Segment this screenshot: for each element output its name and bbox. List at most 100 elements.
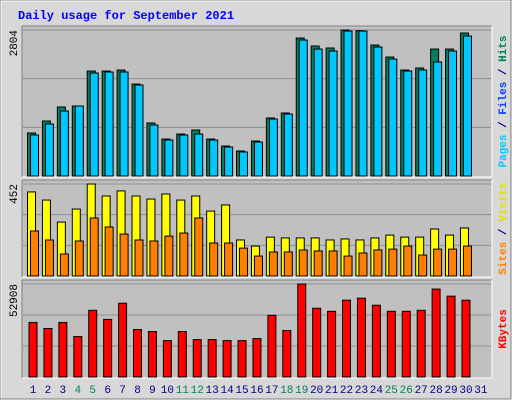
x-tick-label: 28 [430,385,443,397]
x-tick-label: 31 [474,385,488,397]
bar [224,146,234,177]
bar [30,230,39,277]
legend-part: Sites [498,242,510,275]
legend-part: Pages [498,135,510,168]
bar [283,113,293,177]
bar [282,330,292,378]
x-tick-label: 11 [176,385,190,397]
bar [222,340,232,378]
bar [43,327,53,378]
bar [253,255,263,277]
bar [89,217,99,277]
bar [252,338,262,378]
bar [134,239,144,277]
bar [253,141,263,177]
x-tick-label: 24 [370,385,384,397]
y-max-label: 52908 [9,284,21,317]
legend-part: Visits [498,182,510,222]
bar [327,310,337,378]
x-tick-label: 26 [400,385,413,397]
bar [356,297,366,378]
bar [134,84,144,177]
bar [73,336,83,378]
bar [448,248,458,277]
x-tick-label: 23 [355,385,368,397]
bar [44,123,54,177]
x-tick-label: 12 [191,385,204,397]
bar [358,252,368,277]
legend-part: / [498,62,510,82]
bar [133,328,143,378]
bar [418,69,428,177]
x-tick-label: 9 [149,385,156,397]
bar [268,118,278,177]
bar [28,321,38,378]
bar [194,133,204,177]
bar [119,71,129,177]
bar [88,309,98,378]
bar [433,248,443,277]
legend-part: / [498,115,510,135]
x-tick-label: 21 [325,385,339,397]
axis-legend: Sites / Visits [498,182,510,274]
bar [313,250,323,277]
bar [388,248,398,277]
bar [297,283,307,378]
x-tick-label: 18 [280,385,293,397]
x-tick-label: 5 [89,385,96,397]
bar [209,139,219,177]
bar [149,124,159,177]
bar [237,340,247,378]
axis-legend: KBytes [498,309,510,349]
x-tick-label: 20 [310,385,323,397]
bar [207,339,217,378]
bar [371,304,381,378]
bar [177,331,187,378]
x-tick-label: 8 [134,385,141,397]
bar [74,105,84,177]
bar [416,309,426,378]
x-tick-label: 6 [104,385,111,397]
legend-part: Hits [498,35,510,61]
legend-part: KBytes [498,309,510,349]
bar [239,151,249,177]
x-tick-label: 25 [385,385,398,397]
bar [267,314,277,378]
bar [74,240,84,277]
bar [312,307,322,378]
bar [418,254,428,277]
bar [283,251,293,277]
legend-part: / [498,222,510,242]
bar [149,240,159,277]
bar [446,295,456,378]
x-tick-label: 14 [220,385,234,397]
bar [224,242,234,277]
bar [342,299,352,378]
bar [209,242,219,277]
x-tick-label: 4 [74,385,81,397]
bar [164,139,174,177]
y-max-label: 452 [9,184,21,204]
bar [268,251,278,277]
bar [328,250,338,277]
bar [104,226,114,277]
x-tick-label: 1 [30,385,37,397]
bar [164,235,174,277]
bar [373,46,383,177]
bar [462,35,472,177]
bar [298,39,308,177]
bar [147,331,157,378]
bar [118,302,128,378]
bar [179,134,189,177]
bar [59,253,69,277]
bar [313,48,323,177]
legend-part: Files [498,82,510,115]
bar [298,249,308,277]
x-tick-label: 10 [161,385,174,397]
bar [388,58,398,177]
x-tick-label: 16 [250,385,263,397]
bar [401,310,411,378]
bar [462,245,472,277]
